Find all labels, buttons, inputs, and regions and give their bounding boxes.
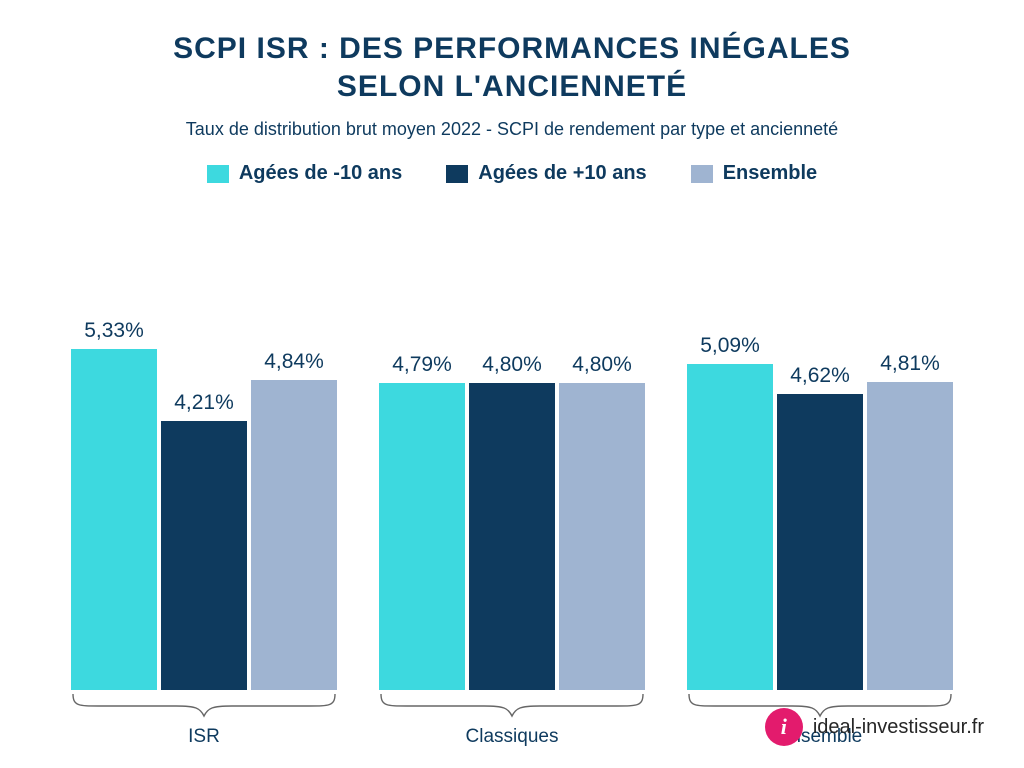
logo-letter: i xyxy=(781,714,787,740)
bar-value-label: 4,84% xyxy=(264,350,324,374)
bar-rect xyxy=(559,383,645,690)
bar-rect xyxy=(777,394,863,690)
bar-value-label: 4,80% xyxy=(482,353,542,377)
chart-subtitle: Taux de distribution brut moyen 2022 - S… xyxy=(40,119,984,140)
bar-rect xyxy=(867,382,953,690)
bar: 4,81% xyxy=(867,352,953,690)
legend-swatch xyxy=(446,165,468,183)
bar-value-label: 5,33% xyxy=(84,319,144,343)
bar-value-label: 4,62% xyxy=(790,364,850,388)
bar-group: 5,09%4,62%4,81% Ensemble xyxy=(680,310,960,748)
bar-rect xyxy=(469,383,555,690)
legend-item: Agées de -10 ans xyxy=(207,162,402,185)
group-brace xyxy=(69,692,339,718)
group-label: ISR xyxy=(188,726,220,748)
bar-group: 4,79% 4,80% 4,80% Classiques xyxy=(372,310,652,748)
bar-rect xyxy=(71,349,157,690)
bar-row: 4,79% 4,80% 4,80% xyxy=(379,310,645,690)
chart-title: SCPI ISR : DES PERFORMANCES INÉGALES SEL… xyxy=(40,30,984,105)
legend-label: Ensemble xyxy=(723,162,817,185)
bar-value-label: 4,80% xyxy=(572,353,632,377)
bar: 4,80% xyxy=(469,353,555,690)
title-line-1: SCPI ISR : DES PERFORMANCES INÉGALES xyxy=(173,32,851,65)
bar-value-label: 5,09% xyxy=(700,334,760,358)
group-label: Classiques xyxy=(466,726,559,748)
bar: 4,84% xyxy=(251,350,337,690)
legend-item: Ensemble xyxy=(691,162,817,185)
group-brace xyxy=(377,692,647,718)
legend-label: Agées de +10 ans xyxy=(478,162,646,185)
bar: 4,62% xyxy=(777,364,863,690)
legend-swatch xyxy=(207,165,229,183)
bar-row: 5,33% 4,21% 4,84% xyxy=(71,310,337,690)
bar-rect xyxy=(379,383,465,690)
bar-value-label: 4,79% xyxy=(392,353,452,377)
bar: 4,21% xyxy=(161,391,247,690)
bar-row: 5,09% 4,62% 4,81% xyxy=(687,310,953,690)
source-text: ideal-investisseur.fr xyxy=(813,716,984,739)
bar-value-label: 4,21% xyxy=(174,391,234,415)
legend-swatch xyxy=(691,165,713,183)
bar: 5,09% xyxy=(687,334,773,690)
source-footer: i ideal-investisseur.fr xyxy=(765,708,984,746)
logo-icon: i xyxy=(765,708,803,746)
legend-label: Agées de -10 ans xyxy=(239,162,402,185)
bar-rect xyxy=(687,364,773,690)
bar: 4,79% xyxy=(379,353,465,690)
bar: 4,80% xyxy=(559,353,645,690)
chart-area: 5,33% 4,21% 4,84% ISR 4,79% 4,80% 4,80% Class… xyxy=(40,199,984,748)
title-line-2: SELON L'ANCIENNETÉ xyxy=(337,70,687,103)
bar: 5,33% xyxy=(71,319,157,690)
bar-rect xyxy=(161,421,247,690)
bar-group: 5,33% 4,21% 4,84% ISR xyxy=(64,310,344,748)
bar-value-label: 4,81% xyxy=(880,352,940,376)
chart-legend: Agées de -10 ans Agées de +10 ans Ensemble xyxy=(40,162,984,185)
bar-rect xyxy=(251,380,337,690)
legend-item: Agées de +10 ans xyxy=(446,162,646,185)
